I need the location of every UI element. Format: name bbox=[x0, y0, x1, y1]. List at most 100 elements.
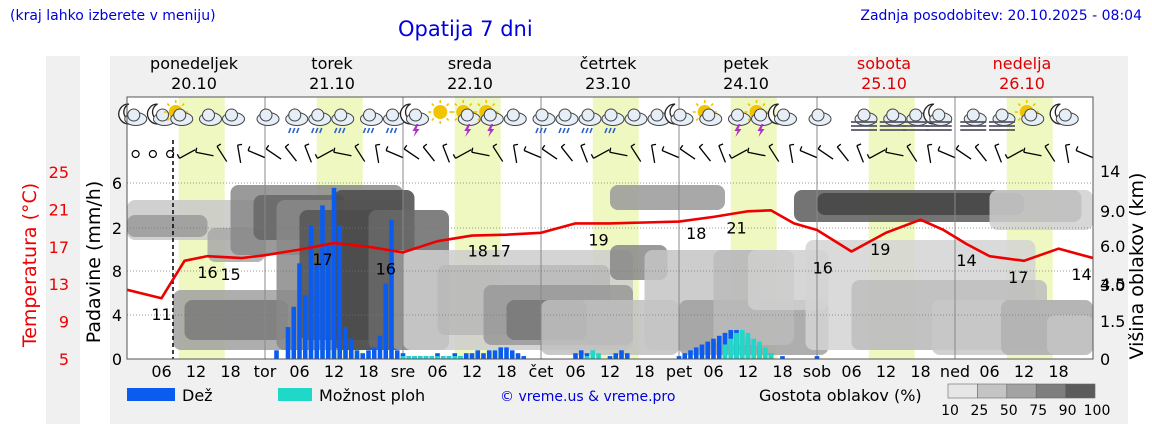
rain-bar bbox=[320, 205, 325, 359]
precip-tick-label: 6 bbox=[112, 174, 122, 193]
x-tick-label: 06 bbox=[979, 362, 999, 381]
showers-bar bbox=[435, 356, 440, 359]
rain-bar bbox=[521, 356, 527, 359]
cloud-puff bbox=[811, 108, 825, 122]
rain-icon bbox=[308, 108, 332, 134]
wind-barb-tick bbox=[768, 143, 774, 147]
legend-showers-label: Možnost ploh bbox=[319, 386, 425, 405]
cloud-puff bbox=[932, 108, 946, 122]
raindrop bbox=[288, 127, 292, 134]
raindrop bbox=[543, 127, 547, 134]
cloud-puff bbox=[857, 108, 871, 122]
left-axis-panel bbox=[46, 56, 80, 424]
wind-barb bbox=[630, 146, 642, 162]
fog-icon bbox=[989, 108, 1016, 131]
density-step-label: 100 bbox=[1084, 403, 1111, 419]
sun-cloud-icon bbox=[1014, 100, 1045, 126]
day-date-label: 26.10 bbox=[999, 74, 1045, 93]
cloud-puff bbox=[363, 108, 376, 122]
page-title: Opatija 7 dni bbox=[398, 17, 533, 41]
wind-barb-tick bbox=[513, 143, 519, 146]
cloud-density-patch bbox=[610, 185, 725, 210]
wind-barb-tick bbox=[630, 143, 636, 147]
wind-barb bbox=[926, 145, 932, 163]
wind-barb-tick bbox=[799, 146, 803, 151]
wind-barb-tick bbox=[403, 144, 408, 150]
cloud-height-tick-label: 4.5 bbox=[1100, 275, 1125, 294]
lightning-icon bbox=[487, 124, 495, 137]
day-name-label: ponedeljek bbox=[150, 54, 239, 73]
rain-bar bbox=[343, 327, 348, 359]
wind-barb-tick bbox=[385, 146, 389, 151]
rain-bar bbox=[469, 353, 475, 359]
rain-bar bbox=[619, 350, 624, 359]
wind-barb-tick bbox=[422, 143, 428, 148]
rain-bar bbox=[274, 350, 279, 359]
wind-barb-tick bbox=[176, 154, 181, 159]
wind-barb bbox=[403, 148, 420, 160]
location-hint-link[interactable]: (kraj lahko izberete v meniju) bbox=[10, 8, 216, 24]
showers-bar bbox=[446, 356, 452, 359]
rain-bar bbox=[699, 344, 705, 359]
wind-barb bbox=[317, 149, 334, 159]
wind-barb bbox=[718, 145, 726, 163]
density-swatch bbox=[947, 383, 978, 399]
raindrop bbox=[342, 127, 346, 134]
cloud-density-patch bbox=[817, 193, 1024, 215]
wind-barb-tick bbox=[1004, 154, 1009, 159]
temperature-line bbox=[127, 209, 1093, 300]
cloud-density-patch bbox=[1047, 315, 1093, 355]
wind-barb-tick bbox=[1044, 143, 1050, 147]
x-tick-label: 18 bbox=[910, 362, 930, 381]
cloud-height-tick-label: 6.0 bbox=[1100, 237, 1125, 256]
rain-bar bbox=[389, 219, 394, 359]
moon-fog-icon bbox=[923, 103, 953, 131]
cloud-puff bbox=[173, 108, 187, 122]
wind-barb-tick bbox=[304, 143, 310, 147]
wind-barb-tick bbox=[216, 143, 222, 147]
sun-cloud-icon bbox=[163, 100, 194, 126]
temperature-axis-title: Temperatura (°C) bbox=[19, 183, 41, 348]
rain-bar bbox=[354, 350, 360, 359]
rain-bar bbox=[711, 338, 716, 359]
temperature-data-label: 14 bbox=[1071, 265, 1091, 284]
wind-barb-tick bbox=[747, 147, 750, 153]
x-tick-label: 06 bbox=[565, 362, 585, 381]
wind-barb-tick bbox=[718, 143, 724, 147]
showers-bar bbox=[458, 356, 463, 359]
wind-barb bbox=[560, 146, 573, 162]
moon-cloud-icon bbox=[118, 103, 148, 126]
wind-barb bbox=[304, 145, 312, 163]
wind-barb bbox=[869, 149, 886, 159]
wind-barb bbox=[385, 149, 403, 159]
x-tick-label: 06 bbox=[703, 362, 723, 381]
wind-barb bbox=[512, 145, 518, 163]
wind-barb-tick bbox=[856, 143, 862, 147]
wind-barb-tick bbox=[284, 143, 290, 148]
wind-barb-tick bbox=[866, 154, 871, 159]
legend-rain-swatch bbox=[127, 388, 175, 401]
wind-barb-tick bbox=[994, 143, 1000, 147]
raindrop bbox=[566, 127, 570, 134]
rain-bar bbox=[308, 225, 314, 359]
precip-tick-label: 2 bbox=[112, 219, 122, 238]
cloud-puff bbox=[581, 108, 595, 122]
day-name-label: petek bbox=[723, 54, 769, 73]
sun-ray bbox=[492, 102, 496, 107]
cloud-density-patch bbox=[989, 190, 1093, 230]
density-step-label: 90 bbox=[1059, 403, 1077, 419]
day-name-label: torek bbox=[311, 54, 353, 73]
showers-bar bbox=[400, 356, 406, 359]
credit-link[interactable]: © vreme.us & vreme.pro bbox=[500, 389, 675, 405]
rain-bar bbox=[302, 295, 308, 359]
rain-bar bbox=[573, 353, 578, 359]
wind-barb bbox=[698, 146, 711, 162]
raindrop bbox=[338, 127, 342, 134]
wind-barb bbox=[1007, 149, 1024, 159]
sun-ray bbox=[431, 117, 435, 122]
wind-barb-tick bbox=[314, 154, 319, 159]
showers-bar bbox=[768, 353, 774, 359]
wind-barb bbox=[661, 149, 679, 159]
wind-barb bbox=[179, 149, 196, 159]
cloud-puff bbox=[334, 108, 348, 122]
